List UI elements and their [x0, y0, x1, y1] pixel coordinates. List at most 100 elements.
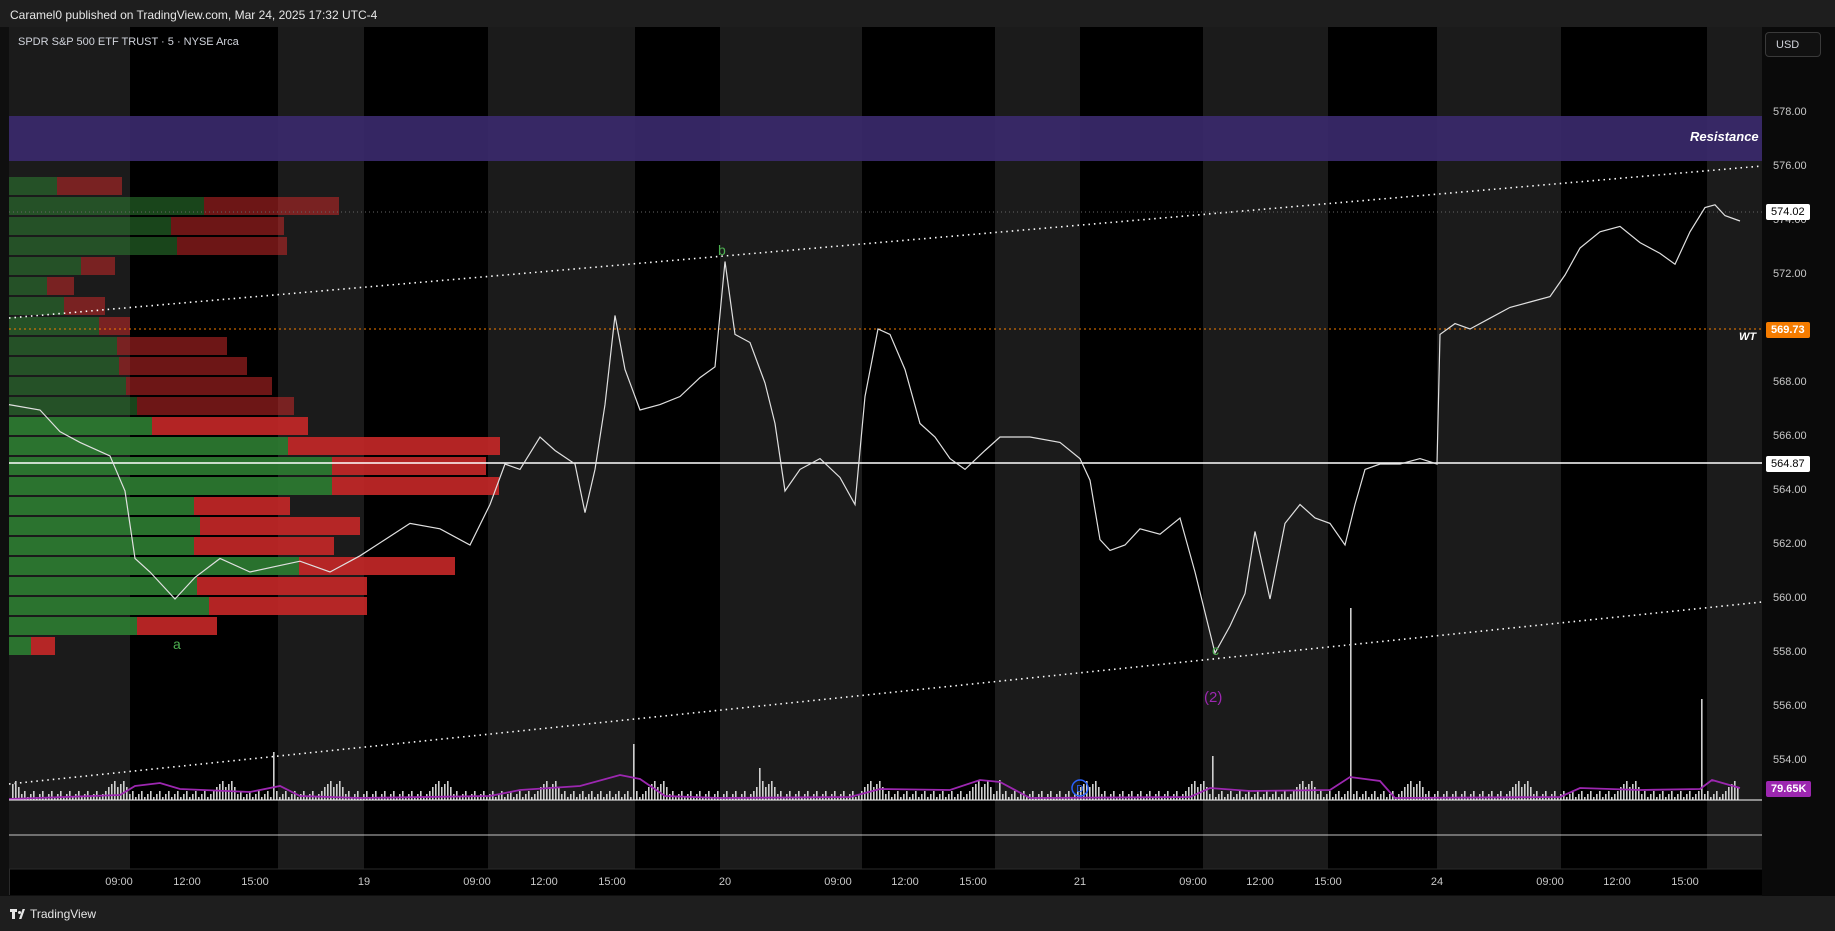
volume-bar [441, 787, 443, 800]
volume-bar [1641, 794, 1643, 800]
volume-profile-buy-bar [9, 617, 137, 635]
volume-bar [1617, 791, 1619, 800]
symbol-title[interactable]: SPDR S&P 500 ETF TRUST · 5 · NYSE Arca [18, 36, 239, 48]
volume-bar [1485, 797, 1487, 800]
volume-bar [603, 797, 605, 800]
volume-profile-buy-bar [9, 477, 332, 495]
volume-bar [873, 787, 875, 800]
volume-bar [1338, 791, 1340, 800]
volume-bar [162, 797, 164, 800]
volume-bar [597, 794, 599, 800]
volume-bar [1521, 787, 1523, 800]
volume-bar [1632, 784, 1634, 800]
volume-bar [291, 794, 293, 800]
currency-button[interactable]: USD [1765, 32, 1821, 57]
volume-bar [531, 797, 533, 800]
volume-bar [906, 791, 908, 800]
volume-bar [243, 797, 245, 800]
volume-bar [627, 791, 629, 800]
volume-bar [972, 787, 974, 800]
volume-bar [294, 791, 296, 800]
volume-bar [702, 797, 704, 800]
volume-bar [192, 794, 194, 800]
volume-bar [78, 791, 80, 800]
price-tick-label: 562.00 [1773, 538, 1807, 550]
volume-bar [135, 797, 137, 800]
volume-bar [1116, 797, 1118, 800]
volume-profile-sell-bar [137, 397, 294, 415]
volume-bar [579, 794, 581, 800]
volume-bar [216, 787, 218, 800]
dividend-marker[interactable] [1071, 779, 1089, 797]
volume-bar [90, 797, 92, 800]
volume-bar [1608, 791, 1610, 800]
volume-bar [594, 797, 596, 800]
volume-bar [561, 794, 563, 800]
volume-bar [141, 791, 143, 800]
volume-bar [975, 784, 977, 800]
volume-bar [1644, 791, 1646, 800]
volume-profile-buy-bar [9, 517, 200, 535]
volume-bar [423, 797, 425, 800]
volume-bar [1401, 791, 1403, 800]
volume-bar [1686, 794, 1688, 800]
volume-bar [123, 781, 125, 800]
volume-bar [414, 797, 416, 800]
volume-bar [507, 794, 509, 800]
volume-bar [486, 797, 488, 800]
volume-bar [72, 797, 74, 800]
volume-bar [855, 797, 857, 800]
volume-bar [1602, 797, 1604, 800]
volume-bar [1095, 781, 1097, 800]
volume-bar [129, 794, 131, 800]
volume-bar [258, 791, 260, 800]
volume-bar [30, 794, 32, 800]
volume-bar [543, 784, 545, 800]
time-tick-label: 12:00 [530, 876, 558, 888]
volume-bar [420, 791, 422, 800]
volume-bar [111, 784, 113, 800]
volume-bar [768, 784, 770, 800]
volume-bar [534, 794, 536, 800]
time-tick-label: 09:00 [1536, 876, 1564, 888]
volume-bar [1572, 791, 1574, 800]
volume-profile-sell-bar [200, 517, 360, 535]
volume-bar [165, 794, 167, 800]
volume-bar [558, 787, 560, 800]
publish-bar: Caramel0 published on TradingView.com, M… [0, 0, 1835, 27]
volume-profile-sell-bar [194, 497, 290, 515]
volume-bar [1131, 791, 1133, 800]
volume-bar [1653, 791, 1655, 800]
volume-bar [1251, 797, 1253, 800]
volume-profile-sell-bar [299, 557, 455, 575]
tradingview-logo[interactable]: TradingView [10, 907, 96, 921]
volume-bar [1140, 791, 1142, 800]
volume-bar [1227, 794, 1229, 800]
volume-bar [1191, 784, 1193, 800]
volume-bar [198, 797, 200, 800]
volume-bar [1584, 797, 1586, 800]
session-band [720, 27, 862, 869]
tradingview-logo-text: TradingView [30, 907, 97, 921]
volume-bar [528, 791, 530, 800]
volume-bar [18, 787, 20, 800]
volume-bar [186, 791, 188, 800]
volume-bar [726, 791, 728, 800]
volume-bar [663, 781, 665, 800]
volume-bar [495, 797, 497, 800]
volume-bar [621, 797, 623, 800]
volume-profile-sell-bar [126, 377, 272, 395]
volume-bar [1089, 787, 1091, 800]
volume-bar [645, 791, 647, 800]
volume-bar [552, 784, 554, 800]
volume-bar [1482, 791, 1484, 800]
volume-bar [444, 784, 446, 800]
volume-bar [1407, 784, 1409, 800]
chart-canvas[interactable]: D [0, 0, 1762, 896]
volume-profile-sell-bar [332, 477, 499, 495]
volume-bar [582, 791, 584, 800]
volume-bar [1620, 787, 1622, 800]
volume-bar [183, 794, 185, 800]
lower-channel-line[interactable] [8, 601, 1762, 785]
time-tick-label: 19 [357, 876, 371, 888]
